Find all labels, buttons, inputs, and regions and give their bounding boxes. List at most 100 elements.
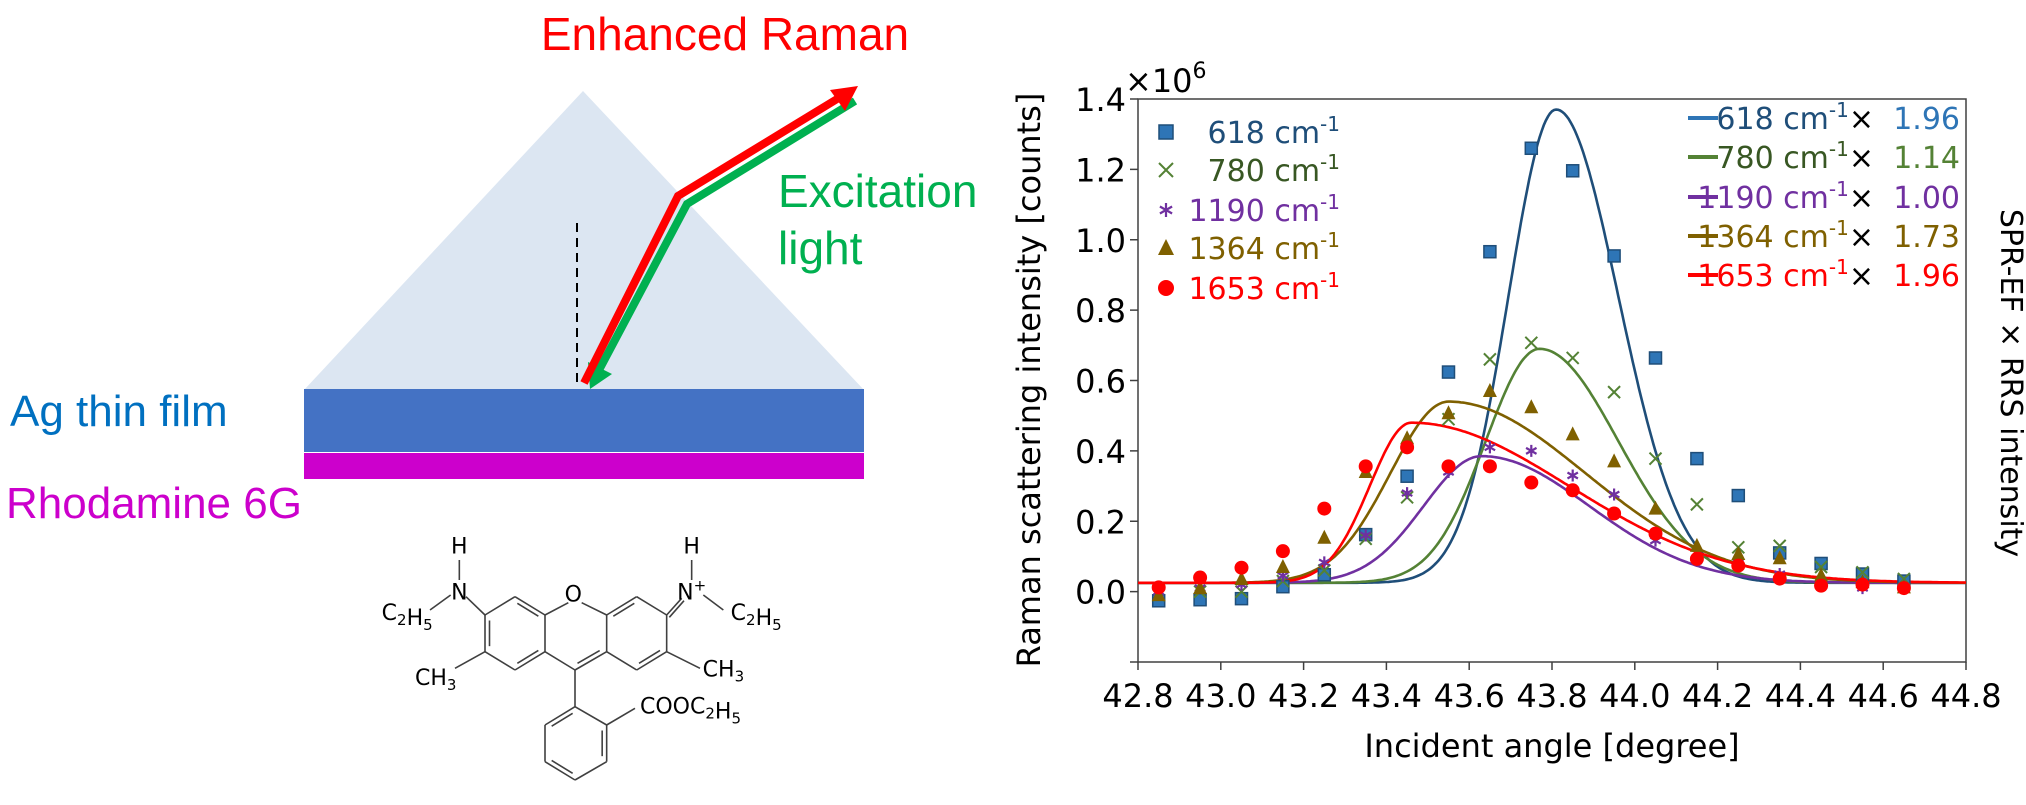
data-point-780 (1317, 563, 1332, 578)
data-point-1364 (1275, 558, 1290, 573)
legend-line-label-1190: 1190 cm-1× (1697, 177, 1874, 216)
data-point-1653 (1358, 459, 1373, 474)
right-ring-bond (606, 650, 638, 671)
data-point-1190 (1484, 441, 1496, 454)
data-point-1364 (1193, 580, 1208, 595)
legend-factor-618: 1.96 (1893, 102, 1960, 137)
data-point-1364 (1648, 500, 1663, 515)
raman-angle-chart: 0.0 0.2 0.4 0.6 0.8 1.0 1.2 1.4 42.8 43.0 43.2 43.… (1010, 59, 2026, 765)
atom-label: CH3 (703, 658, 744, 686)
phenyl-bond (574, 705, 608, 726)
data-point-1653 (1855, 577, 1870, 592)
x-tick-label: 43.2 (1268, 677, 1339, 715)
atom-label: COOC2H5 (640, 694, 741, 727)
data-point-1653 (1275, 544, 1290, 559)
atom-label: N+ (677, 576, 706, 605)
data-point-1364 (1689, 537, 1704, 552)
data-point-618 (1690, 451, 1704, 466)
atom-label: H (683, 534, 700, 559)
data-point-618 (1317, 567, 1332, 582)
legend-label-1190: 1190 cm-1 (1188, 190, 1340, 229)
phenyl-bond (544, 705, 576, 726)
data-point-780 (1483, 352, 1497, 367)
data-point-618 (1607, 249, 1621, 263)
double-bond (638, 649, 661, 664)
rhodamine-6g-label: Rhodamine 6G (6, 479, 302, 528)
rhodamine-6g-structure (429, 560, 724, 781)
atom-label: N (451, 580, 467, 605)
excitation-light-label-line1: Excitation (778, 165, 977, 217)
excitation-light-arrow (594, 97, 858, 374)
legend-label-780: 780 cm-1 (1208, 150, 1340, 189)
x-tick-label: 44.2 (1682, 677, 1753, 715)
x-axis-ticks: 42.8 43.0 43.2 43.4 43.6 43.8 44.0 44.2 44.4 44.6… (1102, 662, 2002, 715)
data-point-1653 (1482, 459, 1497, 474)
data-point-1653 (1689, 551, 1704, 566)
data-point-1364 (1607, 453, 1622, 468)
data-point-1653 (1565, 483, 1580, 498)
y-axis-ticks: 0.0 0.2 0.4 0.6 0.8 1.0 1.2 1.4 (1075, 81, 1138, 663)
data-point-1653 (1731, 558, 1746, 573)
legend-line-label-618: 618 cm-1× (1716, 98, 1874, 137)
ag-thin-film-layer (304, 389, 864, 452)
data-point-618 (1648, 351, 1663, 365)
x-tick-label: 42.8 (1102, 677, 1173, 715)
legend-label-618: 618 cm-1 (1208, 112, 1340, 151)
double-bond (612, 602, 635, 617)
prism (304, 91, 864, 390)
legend-marker-618 (1158, 124, 1174, 140)
n-ethyl-bond (429, 594, 452, 611)
data-point-1653 (1151, 580, 1166, 595)
legend-marker-1653 (1158, 280, 1174, 296)
left-ring-bond (514, 595, 546, 616)
double-bond (551, 759, 574, 774)
legend-marker-780 (1158, 162, 1174, 178)
data-point-1364 (1814, 567, 1829, 582)
y-tick-label: 1.4 (1075, 81, 1126, 119)
data-point-1364 (1234, 570, 1249, 585)
x-tick-label: 44.4 (1765, 677, 1836, 715)
raman-arrowhead-icon (830, 86, 858, 111)
data-point-1190 (1525, 444, 1538, 457)
y-axis-label: Raman scattering intensity [counts] (1010, 93, 1048, 668)
data-point-1653 (1234, 560, 1249, 575)
enhanced-raman-label: Enhanced Raman (541, 8, 909, 60)
data-point-780 (1565, 351, 1580, 365)
n-bond (465, 596, 486, 616)
data-point-618 (1524, 141, 1539, 156)
data-point-1653 (1607, 506, 1622, 521)
y-tick-label: 0.8 (1075, 292, 1126, 330)
y-tick-label: 1.2 (1075, 151, 1126, 189)
data-point-618 (1483, 244, 1497, 259)
atom-label: H (451, 534, 468, 559)
atom-label: O (565, 583, 582, 608)
y-tick-label: 0.0 (1075, 574, 1126, 612)
data-point-1364 (1441, 405, 1456, 420)
spr-diagram: Enhanced Raman Excitation light Ag thin … (6, 8, 977, 528)
data-point-1364 (1524, 399, 1539, 414)
data-point-1653 (1400, 440, 1415, 455)
ether-bond (544, 601, 569, 616)
fit-curve-1653 (1138, 421, 1966, 585)
left-ring-bond (514, 650, 546, 671)
x-tick-label: 43.6 (1434, 677, 1505, 715)
legend-factor-1364: 1.73 (1893, 220, 1960, 255)
fit-curves (1138, 108, 1966, 585)
n-ethyl-bond (702, 594, 724, 611)
legend-label-1364: 1364 cm-1 (1188, 228, 1340, 267)
center-bond (544, 650, 576, 671)
phenyl-bond (544, 760, 576, 781)
x-tick-label: 43.0 (1185, 677, 1256, 715)
center-bond (574, 650, 608, 671)
data-point-1364 (1731, 545, 1746, 560)
data-point-1653 (1648, 526, 1663, 541)
methyl-bond (666, 650, 701, 670)
double-bond (551, 712, 574, 727)
left-ring-bond (484, 595, 516, 616)
y-tick-label: 0.6 (1075, 363, 1126, 401)
legend-label-1653: 1653 cm-1 (1188, 268, 1340, 307)
data-point-1653 (1814, 578, 1829, 593)
phenyl-bond (574, 760, 608, 781)
